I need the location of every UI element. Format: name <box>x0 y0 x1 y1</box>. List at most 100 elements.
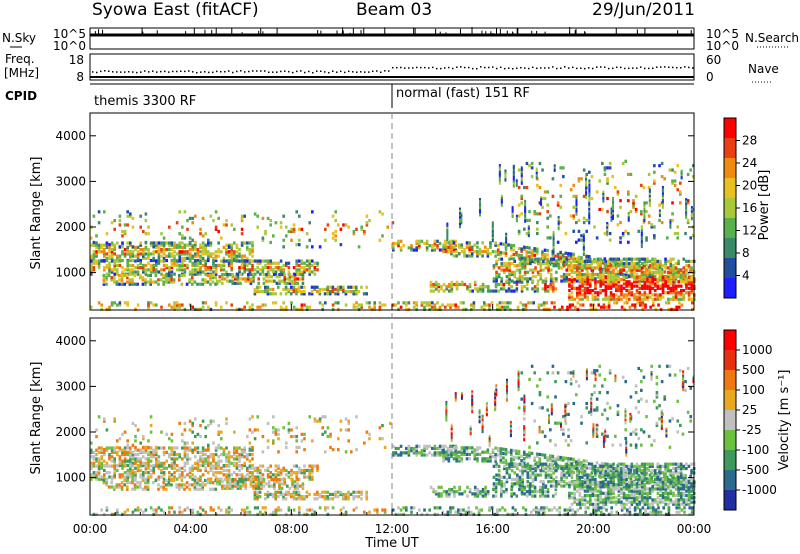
data-cell <box>199 261 202 265</box>
data-cell <box>157 245 161 249</box>
data-cell <box>547 264 550 268</box>
data-cell <box>505 261 509 266</box>
data-cell <box>139 448 142 452</box>
data-cell <box>157 483 160 487</box>
data-cell <box>500 268 504 272</box>
data-cell <box>162 452 166 457</box>
data-cell <box>484 285 487 289</box>
data-cell <box>643 259 647 263</box>
data-cell <box>289 285 293 289</box>
data-cell <box>227 464 231 468</box>
data-cell <box>599 257 602 261</box>
data-cell <box>231 480 235 484</box>
data-cell <box>173 457 176 461</box>
data-cell <box>604 259 608 263</box>
data-cell <box>512 248 516 252</box>
data-cell <box>633 257 636 261</box>
nave-dot <box>260 70 262 72</box>
data-cell <box>227 243 231 247</box>
data-cell <box>97 243 101 247</box>
data-cell <box>110 250 114 254</box>
data-cell <box>269 218 272 223</box>
data-cell <box>378 210 382 214</box>
data-cell <box>582 168 586 172</box>
data-cell <box>661 270 665 274</box>
data-cell <box>659 286 662 290</box>
data-cell <box>447 490 451 494</box>
data-cell <box>282 214 285 218</box>
data-cell <box>300 495 303 499</box>
data-cell <box>397 244 400 248</box>
data-cell <box>659 293 662 297</box>
data-cell <box>640 227 643 231</box>
data-cell <box>553 305 556 309</box>
data-cell <box>267 482 271 486</box>
data-cell <box>606 228 609 232</box>
data-cell <box>331 232 335 236</box>
data-cell <box>142 268 145 272</box>
data-cell <box>123 247 127 252</box>
data-cell <box>141 276 145 280</box>
data-cell <box>527 225 530 229</box>
data-cell <box>300 270 304 274</box>
nave-dot <box>556 67 558 70</box>
data-cell <box>227 459 231 463</box>
data-cell <box>630 257 634 261</box>
nave-dot <box>684 66 686 68</box>
data-cell <box>538 494 542 498</box>
colorbar-segment <box>724 118 736 138</box>
data-cell <box>575 295 579 299</box>
data-cell <box>214 446 218 450</box>
data-cell <box>212 261 215 265</box>
data-cell <box>589 307 593 312</box>
data-cell <box>488 303 491 307</box>
data-cell <box>513 264 517 268</box>
data-cell <box>225 421 228 425</box>
data-cell <box>586 275 589 279</box>
nave-dot <box>160 70 162 73</box>
data-cell <box>447 487 451 492</box>
data-cell <box>686 218 690 222</box>
data-cell <box>118 301 122 305</box>
data-cell <box>651 280 654 284</box>
data-cell <box>585 256 588 261</box>
data-cell <box>129 254 132 258</box>
data-cell <box>152 270 155 274</box>
data-cell <box>129 241 132 245</box>
data-cell <box>585 218 589 222</box>
data-cell <box>449 303 452 307</box>
data-cell <box>588 282 592 286</box>
data-cell <box>447 494 451 498</box>
data-cell <box>162 236 166 240</box>
data-cell <box>120 276 124 280</box>
nave-dot <box>168 71 170 73</box>
data-cell <box>112 485 116 489</box>
data-cell <box>627 293 631 297</box>
colorbar-tick-label: 20 <box>742 179 757 193</box>
data-cell <box>110 477 114 481</box>
data-cell <box>125 485 129 489</box>
data-cell <box>285 468 288 473</box>
data-cell <box>687 266 691 270</box>
data-cell <box>134 448 137 452</box>
data-cell <box>123 457 127 461</box>
data-cell <box>504 253 508 258</box>
data-cell <box>643 272 647 277</box>
data-cell <box>283 277 287 281</box>
data-cell <box>510 289 513 293</box>
data-cell <box>274 266 278 270</box>
data-cell <box>170 270 174 274</box>
data-cell <box>238 268 241 272</box>
data-cell <box>259 272 262 276</box>
data-cell <box>515 251 518 255</box>
data-cell <box>167 483 171 487</box>
data-cell <box>588 210 591 214</box>
data-cell <box>632 272 635 276</box>
data-cell <box>285 261 288 265</box>
data-cell <box>217 477 220 481</box>
data-cell <box>656 286 660 290</box>
data-cell <box>97 266 101 270</box>
data-cell <box>311 477 314 481</box>
data-cell <box>689 236 693 240</box>
data-cell <box>183 461 187 465</box>
